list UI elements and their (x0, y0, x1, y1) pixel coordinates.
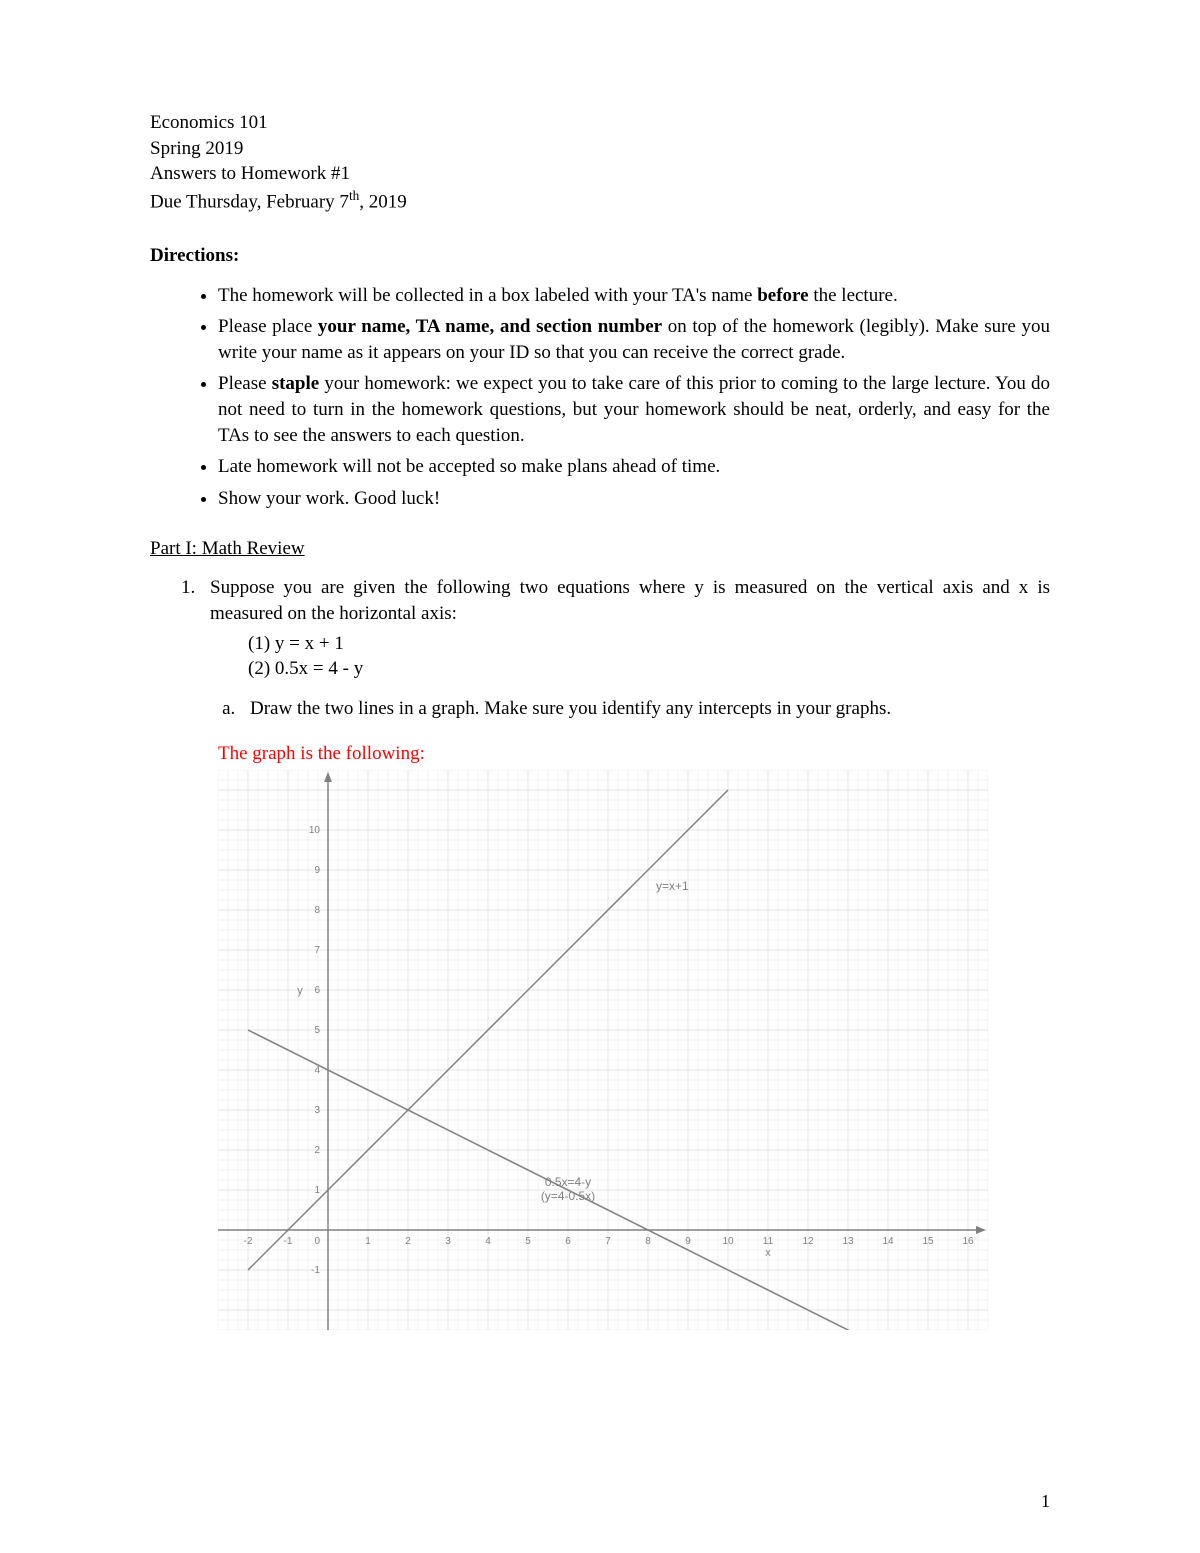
svg-text:0: 0 (314, 1236, 320, 1247)
svg-text:7: 7 (605, 1236, 611, 1247)
svg-text:3: 3 (314, 1105, 320, 1116)
q1-intro: Suppose you are given the following two … (210, 577, 1050, 624)
svg-text:6: 6 (314, 985, 320, 996)
svg-text:15: 15 (922, 1236, 934, 1247)
svg-text:(y=4-0.5x): (y=4-0.5x) (541, 1189, 595, 1203)
svg-text:10: 10 (722, 1236, 734, 1247)
equation-1: (1) y = x + 1 (248, 631, 1050, 657)
svg-text:4: 4 (485, 1236, 491, 1247)
graph-container: -2-112345678910111213141516-112345678910… (218, 770, 988, 1330)
bullet-3: Please staple your homework: we expect y… (218, 371, 1050, 448)
svg-text:2: 2 (405, 1236, 411, 1247)
term-line: Spring 2019 (150, 136, 1050, 162)
due-sup: th (349, 188, 359, 203)
svg-text:10: 10 (309, 825, 321, 836)
svg-text:4: 4 (314, 1065, 320, 1076)
svg-text:13: 13 (842, 1236, 854, 1247)
question-1a: Draw the two lines in a graph. Make sure… (240, 696, 1050, 722)
svg-text:-1: -1 (311, 1265, 320, 1276)
bullet-5: Show your work. Good luck! (218, 486, 1050, 512)
svg-text:16: 16 (962, 1236, 974, 1247)
svg-text:0.5x=4-y: 0.5x=4-y (545, 1175, 591, 1189)
svg-text:2: 2 (314, 1145, 320, 1156)
svg-text:-1: -1 (284, 1236, 293, 1247)
svg-text:9: 9 (685, 1236, 691, 1247)
equation-2: (2) 0.5x = 4 - y (248, 656, 1050, 682)
svg-text:5: 5 (314, 1025, 320, 1036)
svg-text:14: 14 (882, 1236, 894, 1247)
svg-text:1: 1 (365, 1236, 371, 1247)
svg-text:3: 3 (445, 1236, 451, 1247)
answer-label: The graph is the following: (218, 741, 1050, 767)
svg-text:5: 5 (525, 1236, 531, 1247)
due-suffix: , 2019 (359, 191, 407, 212)
course-line: Economics 101 (150, 110, 1050, 136)
svg-text:6: 6 (565, 1236, 571, 1247)
svg-text:x: x (765, 1247, 771, 1259)
svg-text:9: 9 (314, 865, 320, 876)
graph-svg: -2-112345678910111213141516-112345678910… (218, 770, 988, 1330)
directions-list: The homework will be collected in a box … (150, 283, 1050, 512)
document-page: Economics 101 Spring 2019 Answers to Hom… (0, 0, 1200, 1553)
svg-text:-2: -2 (244, 1236, 253, 1247)
svg-text:y: y (297, 985, 303, 997)
question-1: Suppose you are given the following two … (200, 575, 1050, 721)
question-list: Suppose you are given the following two … (150, 575, 1050, 721)
due-prefix: Due Thursday, February 7 (150, 191, 349, 212)
svg-text:8: 8 (314, 905, 320, 916)
svg-text:1: 1 (314, 1185, 320, 1196)
svg-text:7: 7 (314, 945, 320, 956)
hw-title-line: Answers to Homework #1 (150, 161, 1050, 187)
subquestion-list: Draw the two lines in a graph. Make sure… (210, 696, 1050, 722)
svg-text:8: 8 (645, 1236, 651, 1247)
due-line: Due Thursday, February 7th, 2019 (150, 187, 1050, 215)
bullet-2: Please place your name, TA name, and sec… (218, 314, 1050, 365)
bullet-1: The homework will be collected in a box … (218, 283, 1050, 309)
bullet-4: Late homework will not be accepted so ma… (218, 454, 1050, 480)
directions-heading: Directions: (150, 243, 1050, 269)
svg-text:y=x+1: y=x+1 (656, 879, 689, 893)
svg-text:12: 12 (802, 1236, 814, 1247)
header-block: Economics 101 Spring 2019 Answers to Hom… (150, 110, 1050, 215)
svg-text:11: 11 (763, 1236, 774, 1247)
part1-heading: Part I: Math Review (150, 536, 1050, 562)
page-number: 1 (1041, 1489, 1050, 1513)
